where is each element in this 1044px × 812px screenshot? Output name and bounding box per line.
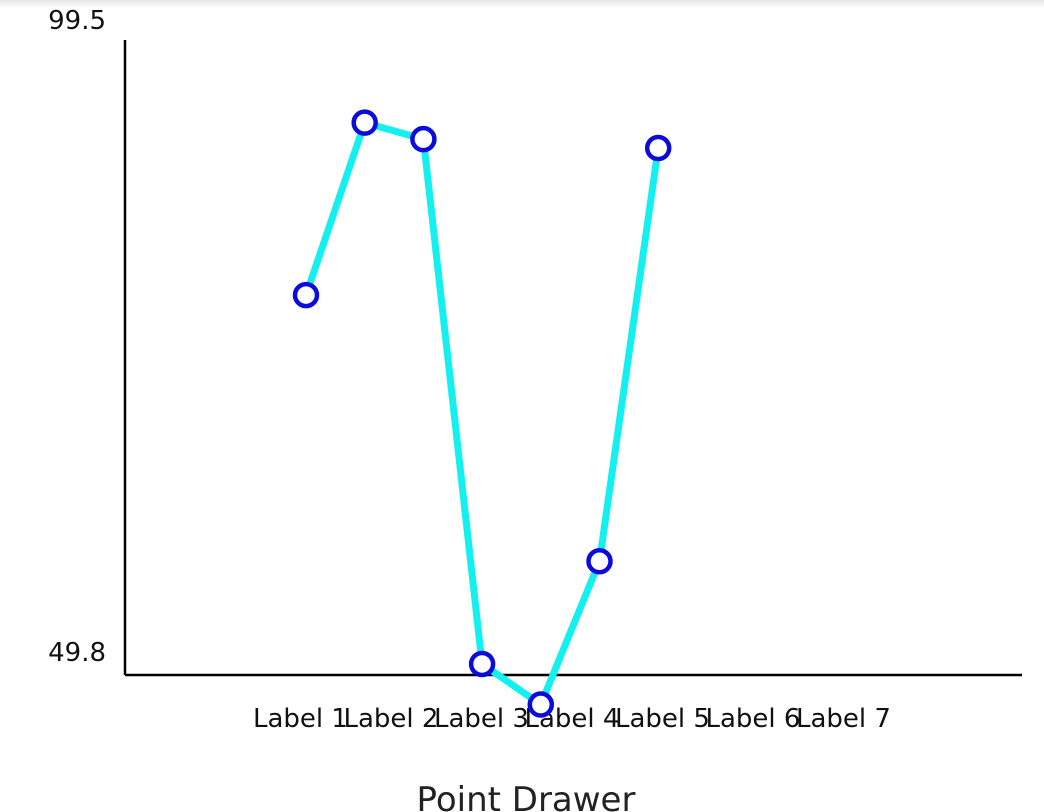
series-line [302,119,662,709]
data-point-marker [468,650,496,678]
data-point-marker [644,134,672,162]
chart-axes [123,40,1022,677]
x-tick-label: Label 6 [706,704,801,734]
y-tick-label-max: 99.5 [48,6,106,36]
chart-title: Point Drawer [417,780,636,812]
data-point-marker [410,125,437,153]
y-tick-label-min: 49.8 [48,638,106,668]
data-point-marker [292,281,320,309]
data-point-marker [351,109,378,136]
x-tick-label: Label 7 [796,704,891,734]
x-tick-label: Label 5 [615,704,710,734]
series-line-group [302,119,662,709]
x-tick-label: Label 1 [253,704,348,734]
data-point-marker [527,691,555,718]
x-tick-label: Label 2 [344,704,439,734]
window-top-shadow [0,0,1044,8]
x-tick-label: Label 3 [434,704,529,734]
data-point-marker [586,548,613,575]
series-markers [292,109,672,718]
